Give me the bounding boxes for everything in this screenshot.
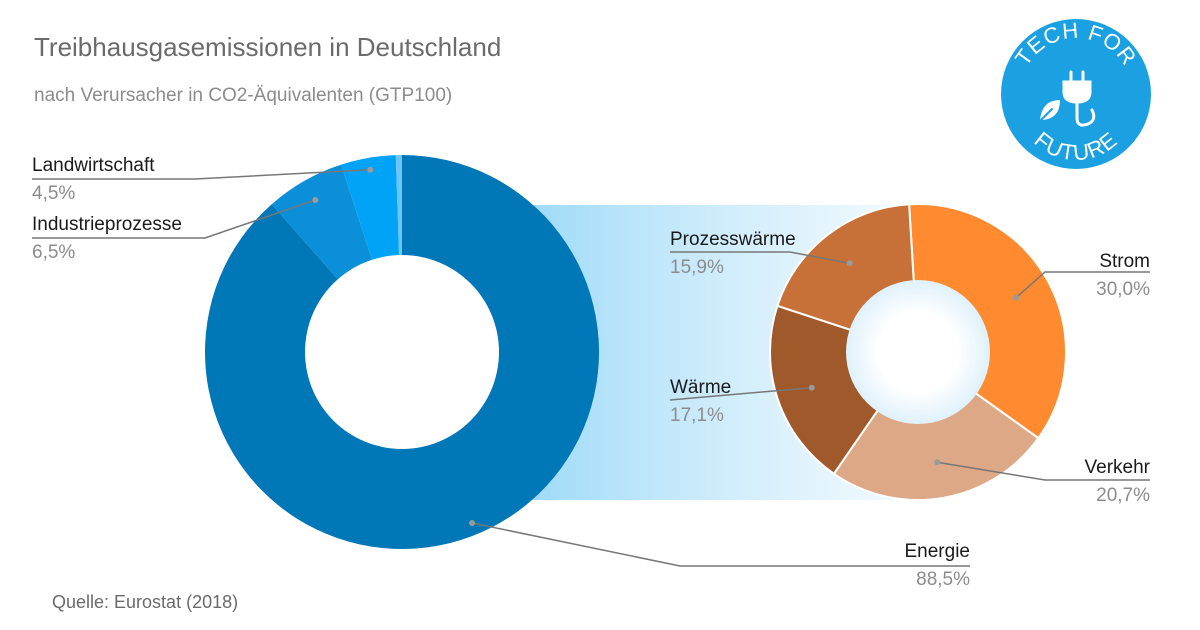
label-verkehr: Verkehr 20,7% xyxy=(934,457,1151,506)
label-industrieprozesse: Industrieprozesse 6,5% xyxy=(32,197,319,263)
slice-label-strom: Strom xyxy=(1099,251,1150,272)
leader-dot-waerme xyxy=(808,384,815,391)
label-prozesswaerme: Prozesswärme 15,9% xyxy=(670,229,853,278)
leader-line-landwirtschaft xyxy=(32,169,371,180)
donut-energy-hole xyxy=(846,280,990,424)
slice-label-verkehr: Verkehr xyxy=(1085,457,1151,478)
leader-dot-industrieprozesse xyxy=(312,197,319,203)
label-landwirtschaft: Landwirtschaft 4,5% xyxy=(32,155,374,204)
slice-value-strom: 30,0% xyxy=(1096,279,1150,300)
slice-value-waerme: 17,1% xyxy=(670,405,724,426)
slice-value-industrieprozesse: 6,5% xyxy=(32,242,75,263)
chart-labels: Landwirtschaft 4,5% Industrieprozesse 6,5% E… xyxy=(32,155,1151,590)
slice-label-landwirtschaft: Landwirtschaft xyxy=(32,155,155,176)
slice-label-waerme: Wärme xyxy=(670,377,731,398)
slice-value-landwirtschaft: 4,5% xyxy=(32,183,75,204)
label-energie: Energie 88,5% xyxy=(469,520,970,590)
energy-slice-verkehr xyxy=(832,350,1040,502)
leader-line-prozesswaerme xyxy=(670,251,850,265)
label-strom: Strom 30,0% xyxy=(1013,251,1150,301)
leader-dot-prozesswaerme xyxy=(846,260,853,267)
leader-line-waerme xyxy=(669,386,812,401)
source-note: Quelle: Eurostat (2018) xyxy=(52,592,238,612)
energy-slice-strom xyxy=(908,203,1067,440)
leader-dot-strom xyxy=(1013,294,1019,301)
leader-line-strom xyxy=(1015,271,1150,299)
slice-label-energie: Energie xyxy=(905,541,971,562)
leader-line-verkehr xyxy=(937,461,1150,481)
leader-line-industrieprozesse xyxy=(32,199,316,239)
leader-dot-verkehr xyxy=(934,459,941,466)
donut-main-hole xyxy=(305,255,499,449)
plug-leaf-icon xyxy=(1039,70,1096,127)
leader-dot-landwirtschaft xyxy=(367,166,374,173)
slice-value-prozesswaerme: 15,9% xyxy=(670,257,724,278)
slice-label-prozesswaerme: Prozesswärme xyxy=(670,229,796,250)
leader-line-energie xyxy=(471,522,970,567)
slice-label-industrieprozesse: Industrieprozesse xyxy=(32,214,182,235)
chart-subtitle: nach Verursacher in CO2-Äquivalenten (GT… xyxy=(34,85,452,106)
tech-for-future-logo: TECH FOR FUTURE xyxy=(1001,18,1151,169)
label-waerme: Wärme 17,1% xyxy=(669,377,815,426)
slice-value-verkehr: 20,7% xyxy=(1096,485,1150,506)
chart-title: Treibhausgasemissionen in Deutschland xyxy=(34,32,501,62)
slice-value-energie: 88,5% xyxy=(916,569,970,590)
leader-dot-energie xyxy=(469,520,475,526)
